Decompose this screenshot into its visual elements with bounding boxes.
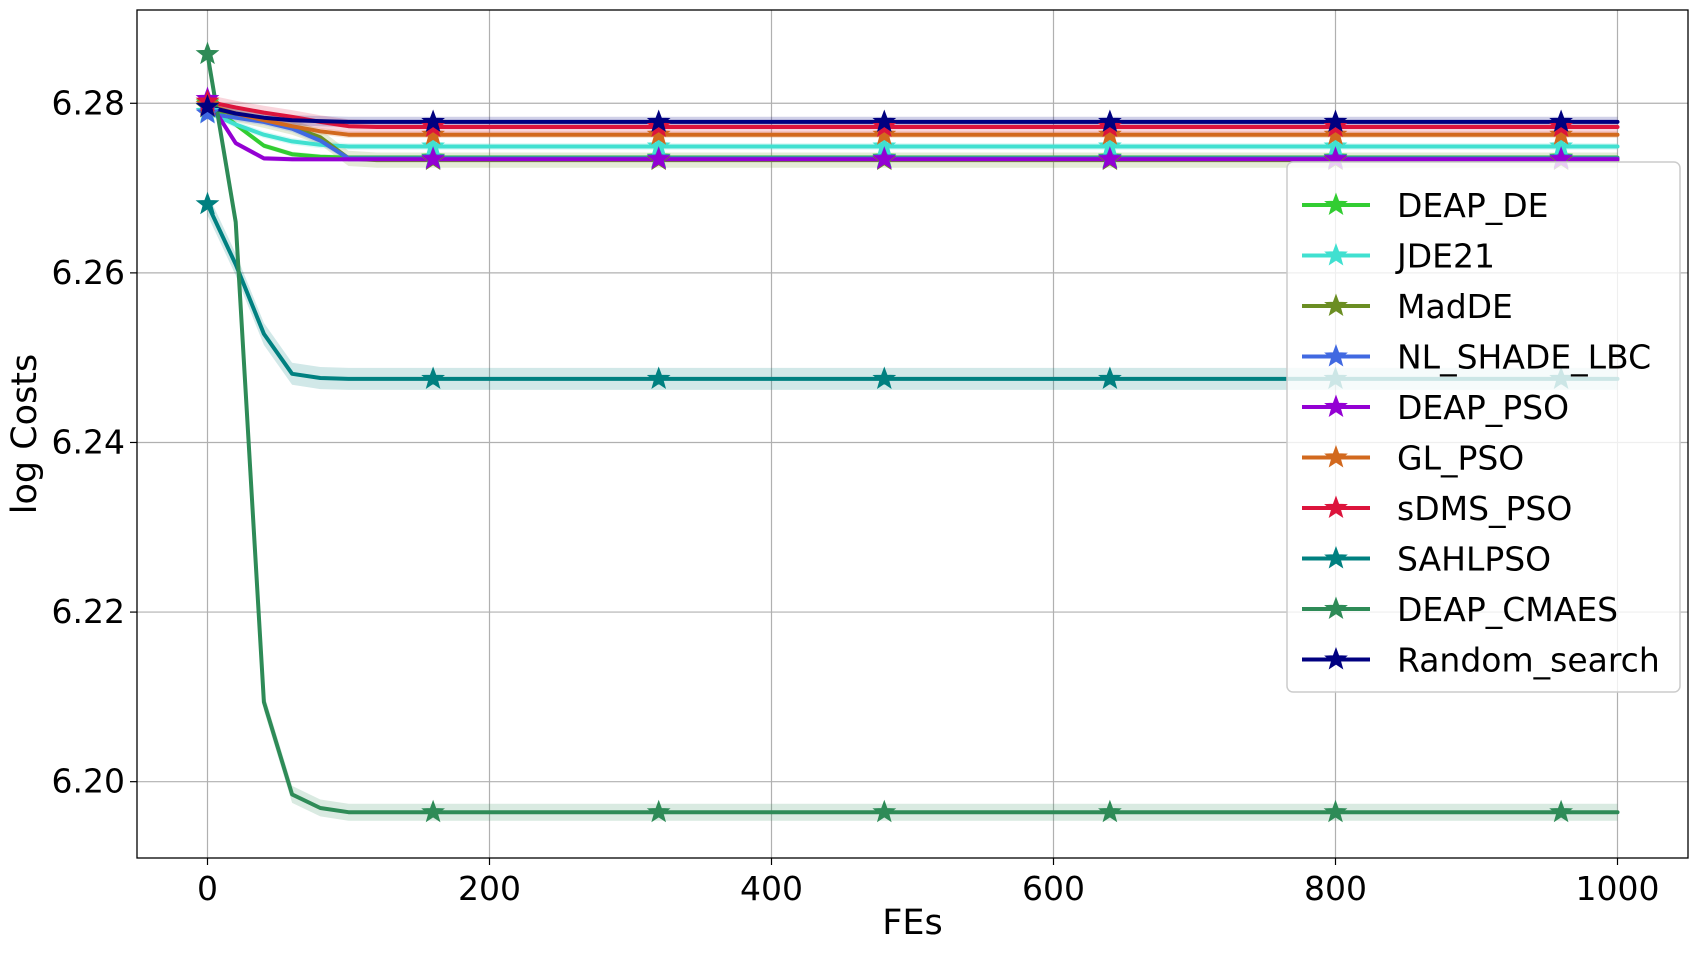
star-marker — [195, 191, 220, 215]
x-tick-label: 800 — [1304, 869, 1367, 908]
star-marker — [421, 109, 445, 132]
legend-star-icon — [1324, 596, 1348, 620]
star-marker — [1323, 109, 1348, 132]
legend-label: DEAP_DE — [1397, 186, 1549, 225]
star-marker — [421, 146, 445, 170]
star-marker — [872, 146, 897, 170]
x-tick-label: 0 — [197, 869, 218, 908]
legend-label: JDE21 — [1395, 237, 1495, 276]
x-tick-label: 1000 — [1576, 869, 1660, 908]
legend-label: SAHLPSO — [1397, 540, 1551, 579]
series-line — [205, 103, 1620, 137]
series-line — [205, 99, 1620, 129]
star-marker — [1549, 122, 1573, 145]
plot-frame — [136, 9, 1689, 859]
star-marker — [1549, 799, 1573, 823]
legend-label: GL_PSO — [1397, 439, 1524, 478]
star-marker — [1098, 109, 1122, 132]
star-marker — [646, 109, 671, 132]
star-marker — [646, 122, 671, 145]
x-axis-label: FEs — [882, 903, 942, 943]
star-marker — [872, 109, 897, 132]
star-marker — [1098, 146, 1122, 170]
star-marker — [872, 799, 897, 823]
legend-star-icon — [1324, 344, 1348, 367]
legend-star-icon — [1324, 243, 1348, 266]
star-marker — [1323, 799, 1348, 823]
series-lines — [205, 52, 1620, 815]
legend-star-icon — [1324, 546, 1348, 569]
legend: DEAP_DE JDE21 MadDE NL_SHADE_LBC DEAP_PSO GL_… — [1286, 161, 1681, 693]
legend-label: sDMS_PSO — [1397, 489, 1572, 528]
star-marker — [1323, 122, 1348, 145]
star-marker — [872, 122, 897, 145]
star-marker — [646, 146, 671, 170]
star-marker — [421, 122, 445, 145]
legend-star-icon — [1324, 394, 1348, 418]
x-tick-label: 200 — [458, 869, 521, 908]
star-marker — [195, 101, 220, 124]
series-line — [205, 109, 1620, 149]
star-marker — [421, 799, 445, 823]
legend-label: MadDE — [1397, 287, 1513, 326]
axis-ticks: 0 200 400 600 800 1000 6.20 6.22 6.24 6.26 6.28 — [52, 83, 1660, 908]
legend-star-icon — [1324, 647, 1348, 670]
x-tick-label: 400 — [740, 869, 803, 908]
series-line — [205, 52, 1620, 815]
star-marker — [872, 366, 897, 389]
star-marker — [195, 94, 220, 117]
legend-star-icon — [1324, 293, 1348, 317]
series-line — [205, 202, 1620, 381]
y-tick-label: 6.26 — [52, 253, 125, 292]
y-tick-label: 6.24 — [52, 422, 125, 461]
star-marker — [1549, 109, 1573, 132]
legend-star-icon — [1324, 192, 1348, 216]
confidence-band — [207, 94, 1618, 134]
y-tick-label: 6.22 — [52, 592, 125, 631]
star-marker — [646, 799, 671, 823]
star-marker — [1098, 366, 1122, 389]
star-marker — [421, 366, 445, 389]
legend-box — [1286, 161, 1681, 693]
series-markers — [195, 41, 1573, 823]
y-tick-label: 6.20 — [52, 762, 125, 801]
y-tick-label: 6.28 — [52, 83, 125, 122]
y-axis-label: log Costs — [5, 354, 45, 515]
legend-label: DEAP_PSO — [1397, 388, 1569, 427]
x-tick-label: 600 — [1022, 869, 1085, 908]
series-line — [205, 97, 1620, 162]
star-marker — [1098, 122, 1122, 145]
legend-star-icon — [1324, 495, 1348, 519]
legend-label: Random_search — [1397, 641, 1660, 680]
legend-label: NL_SHADE_LBC — [1397, 338, 1651, 377]
legend-star-icon — [1324, 445, 1348, 468]
star-marker — [1098, 799, 1122, 823]
legend-label: DEAP_CMAES — [1397, 590, 1618, 629]
star-marker — [646, 366, 671, 389]
series-line — [205, 104, 1620, 124]
star-marker — [195, 41, 220, 65]
